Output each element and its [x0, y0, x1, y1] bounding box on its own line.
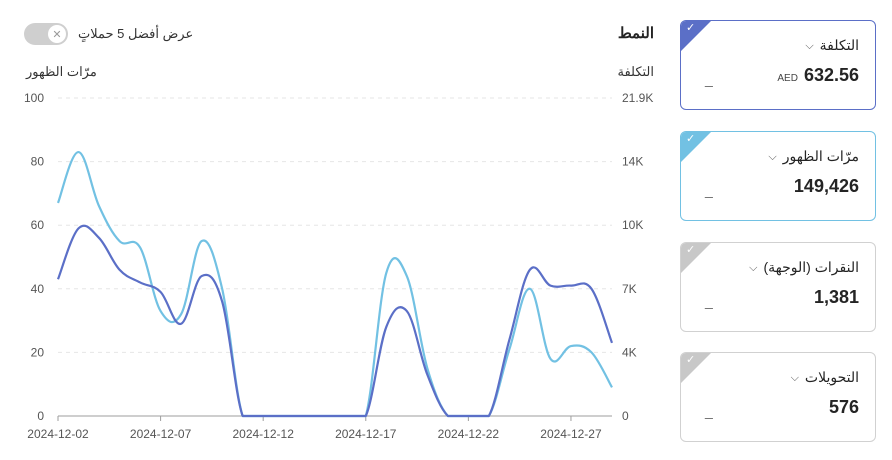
card-corner: ✓ — [681, 132, 711, 162]
checkmark-icon: ✓ — [686, 132, 696, 145]
metric-name-clicks[interactable]: النقرات (الوجهة) ⌵ — [749, 259, 859, 276]
metric-value-conversions: 576 — [828, 397, 859, 417]
metric-card-conversions[interactable]: ✓ التحويلات ⌵ 576 _ — [680, 352, 876, 442]
toggle-label: عرض أفضل 5 حملاتٍ — [78, 26, 194, 41]
x-tick-label: 2024-12-27 — [540, 427, 602, 441]
metric-label: مرّات الظهور — [782, 148, 859, 164]
y-left-tick-label: 60 — [31, 218, 45, 232]
top-campaigns-toggle[interactable]: ✕ — [24, 23, 68, 45]
checkmark-icon: ✓ — [686, 243, 696, 256]
checkmark-icon: ✓ — [686, 21, 696, 34]
y-right-tick-label: 0 — [622, 409, 629, 423]
series-line — [56, 224, 614, 418]
y-left-tick-label: 80 — [31, 155, 45, 169]
x-tick-label: 2024-12-17 — [335, 427, 397, 441]
x-tick-label: 2024-12-02 — [27, 427, 89, 441]
chevron-down-icon: ⌵ — [805, 38, 814, 52]
chevron-down-icon: ⌵ — [749, 260, 758, 274]
y-right-tick-label: 4K — [622, 345, 637, 359]
comparison-dash: _ — [705, 293, 713, 309]
y-left-tick-label: 20 — [31, 345, 45, 359]
currency-label: AED — [777, 73, 798, 84]
metric-name-conversions[interactable]: التحويلات ⌵ — [791, 369, 859, 386]
metric-card-impressions[interactable]: ✓ مرّات الظهور ⌵ 149,426 _ — [680, 131, 876, 221]
metric-name-impressions[interactable]: مرّات الظهور ⌵ — [768, 148, 859, 165]
comparison-dash: _ — [705, 182, 713, 198]
y-left-tick-label: 40 — [31, 282, 45, 296]
metric-card-clicks[interactable]: ✓ النقرات (الوجهة) ⌵ 1,381 _ — [680, 242, 876, 332]
x-tick-label: 2024-12-12 — [232, 427, 294, 441]
line-chart: 100 80 60 40 20 0 21.9K 14K 10K 7K 4K 0 2024-12-02 20… — [24, 91, 653, 441]
left-axis-title: مرّات الظهور — [26, 64, 97, 79]
x-tick-label: 2024-12-07 — [130, 427, 192, 441]
metric-value-number: 632.56 — [803, 65, 859, 85]
x-tick-label: 2024-12-22 — [438, 427, 500, 441]
y-left-tick-label: 100 — [24, 91, 44, 105]
metric-name-cost[interactable]: التكلفة ⌵ — [805, 37, 859, 54]
metric-value-clicks: 1,381 — [813, 287, 859, 307]
metric-value-cost: AED 632.56 — [777, 65, 859, 86]
card-corner: ✓ — [681, 21, 711, 51]
metric-label: التحويلات — [804, 369, 859, 385]
metric-card-cost[interactable]: ✓ التكلفة ⌵ AED 632.56 _ — [680, 20, 876, 110]
metric-label: التكلفة — [819, 37, 859, 53]
chevron-down-icon: ⌵ — [768, 149, 777, 163]
metric-label: النقرات (الوجهة) — [763, 259, 859, 275]
y-left-tick-label: 0 — [37, 409, 44, 423]
checkmark-icon: ✓ — [686, 353, 696, 366]
close-icon: ✕ — [48, 25, 66, 43]
y-right-tick-label: 7K — [622, 282, 637, 296]
metric-value-impressions: 149,426 — [793, 176, 859, 196]
chevron-down-icon: ⌵ — [790, 370, 799, 384]
y-right-tick-label: 21.9K — [622, 91, 653, 105]
section-title: النمط — [617, 25, 654, 42]
comparison-dash: _ — [705, 71, 713, 87]
card-corner: ✓ — [681, 243, 711, 273]
comparison-dash: _ — [705, 403, 713, 419]
y-right-tick-label: 14K — [622, 155, 643, 169]
right-axis-title: التكلفة — [617, 64, 654, 79]
card-corner: ✓ — [681, 353, 711, 383]
top-campaigns-toggle-wrap: ✕ — [24, 22, 68, 46]
y-right-tick-label: 10K — [622, 218, 643, 232]
